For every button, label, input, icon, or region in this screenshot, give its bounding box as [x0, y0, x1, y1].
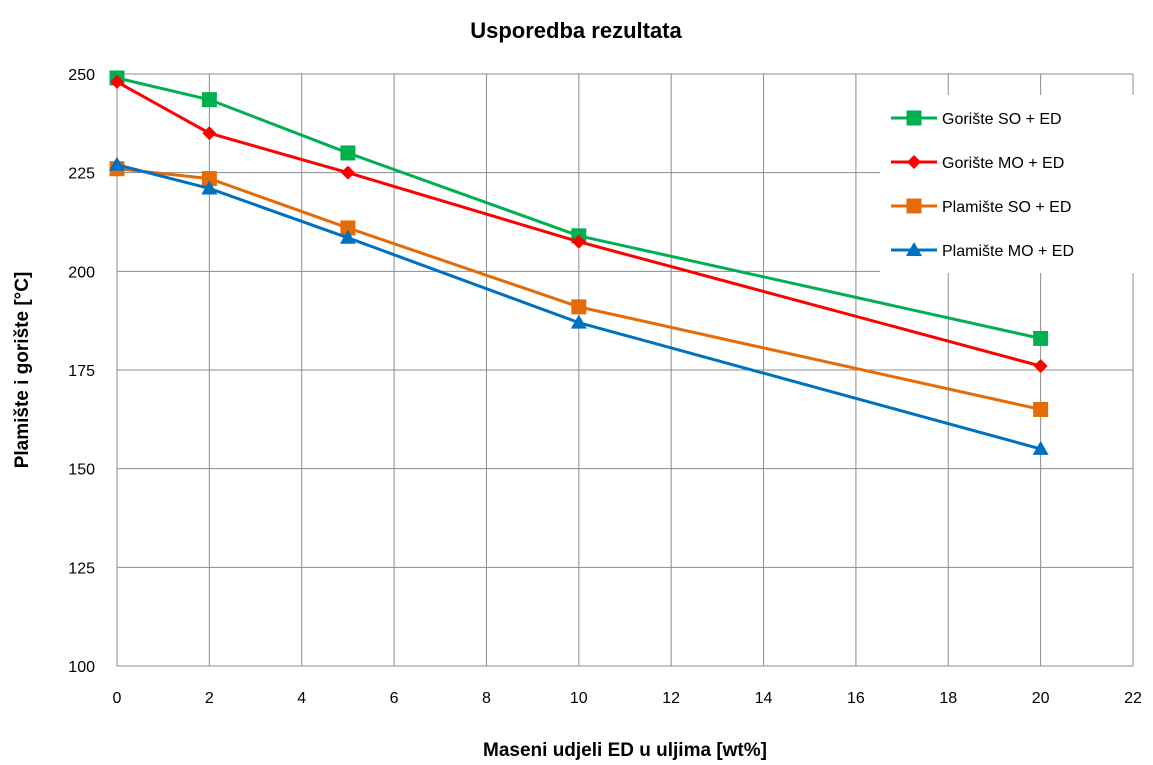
x-axis-title: Maseni udjeli ED u uljima [wt%]: [483, 740, 767, 761]
legend: Gorište SO + ED Gorište MO + ED Plamište S…: [880, 95, 1138, 273]
x-tick-label: 6: [390, 690, 399, 707]
legend-label: Plamište SO + ED: [942, 199, 1071, 216]
legend-marker: [906, 110, 922, 126]
data-point: [201, 171, 217, 187]
x-tick-label: 20: [1032, 690, 1050, 707]
y-tick-label: 100: [68, 659, 95, 676]
x-tick-label: 16: [847, 690, 865, 707]
chart-title: Usporedba rezultata: [470, 18, 682, 43]
legend-label: Plamište MO + ED: [942, 243, 1074, 260]
y-axis-ticks: 100 125 150 175 200 225 250: [68, 67, 95, 676]
data-point: [1033, 359, 1048, 374]
data-point: [1033, 401, 1049, 417]
data-point: [340, 220, 356, 236]
x-tick-label: 12: [662, 690, 680, 707]
data-point: [339, 229, 356, 244]
data-point: [1032, 440, 1049, 455]
data-point: [570, 314, 587, 329]
legend-marker: [907, 155, 921, 169]
data-point: [1033, 330, 1049, 346]
legend-box: [880, 95, 1138, 273]
x-tick-label: 8: [482, 690, 491, 707]
x-tick-label: 0: [113, 690, 122, 707]
x-axis-ticks: 0 2 4 6 8 10 12 14 16 18 20 22: [113, 690, 1142, 707]
legend-item-3: Plamište MO + ED: [891, 242, 1074, 260]
data-point: [110, 74, 124, 89]
legend-marker: [906, 242, 922, 256]
y-tick-label: 175: [68, 363, 95, 380]
y-axis-title: Plamište i gorište [°C]: [12, 272, 33, 469]
data-point: [201, 180, 218, 195]
data-point: [340, 165, 355, 180]
series-group: [109, 70, 1049, 455]
x-tick-label: 14: [755, 690, 773, 707]
series-3: [109, 156, 1049, 455]
legend-label: Gorište SO + ED: [942, 111, 1062, 128]
y-tick-label: 150: [68, 462, 95, 479]
series-1: [110, 74, 1048, 374]
legend-item-2: Plamište SO + ED: [891, 198, 1071, 216]
x-tick-label: 18: [939, 690, 957, 707]
x-tick-label: 2: [205, 690, 214, 707]
data-point: [202, 126, 217, 141]
legend-label: Gorište MO + ED: [942, 155, 1064, 172]
data-point: [340, 145, 356, 161]
y-tick-label: 225: [68, 166, 95, 183]
y-tick-label: 125: [68, 560, 95, 577]
data-point: [109, 156, 125, 171]
data-point: [571, 299, 587, 315]
y-tick-label: 250: [68, 67, 95, 84]
y-tick-label: 200: [68, 264, 95, 281]
legend-marker: [906, 198, 922, 214]
legend-item-0: Gorište SO + ED: [891, 110, 1062, 128]
data-point: [201, 92, 217, 108]
legend-item-1: Gorište MO + ED: [891, 155, 1064, 172]
x-tick-label: 4: [297, 690, 306, 707]
x-tick-label: 22: [1124, 690, 1142, 707]
x-tick-label: 10: [570, 690, 588, 707]
data-point: [571, 234, 586, 249]
